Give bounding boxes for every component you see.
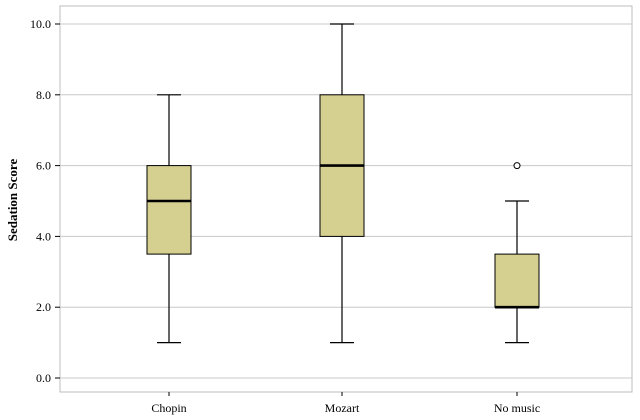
box-no-music <box>494 162 540 344</box>
iqr-box <box>146 165 192 255</box>
x-category-label: Mozart <box>325 401 360 415</box>
iqr-box <box>494 253 540 308</box>
box-chopin <box>146 94 192 344</box>
y-tick-label: 10.0 <box>30 17 51 31</box>
y-tick-label: 0.0 <box>36 371 51 385</box>
outlier-point <box>513 162 521 170</box>
x-category-label: Chopin <box>151 401 186 415</box>
y-axis-title: Sedation Score <box>5 159 20 242</box>
x-category-label: No music <box>494 401 540 415</box>
x-axis-categories: Chopin Mozart No music <box>151 392 540 415</box>
y-tick-label: 2.0 <box>36 300 51 314</box>
box-mozart <box>319 23 365 344</box>
y-tick-label: 8.0 <box>36 88 51 102</box>
boxes <box>146 23 540 344</box>
y-tick-label: 6.0 <box>36 159 51 173</box>
y-tick-label: 4.0 <box>36 229 51 243</box>
y-axis-ticks: 0.0 2.0 4.0 6.0 8.0 10.0 <box>30 17 60 385</box>
